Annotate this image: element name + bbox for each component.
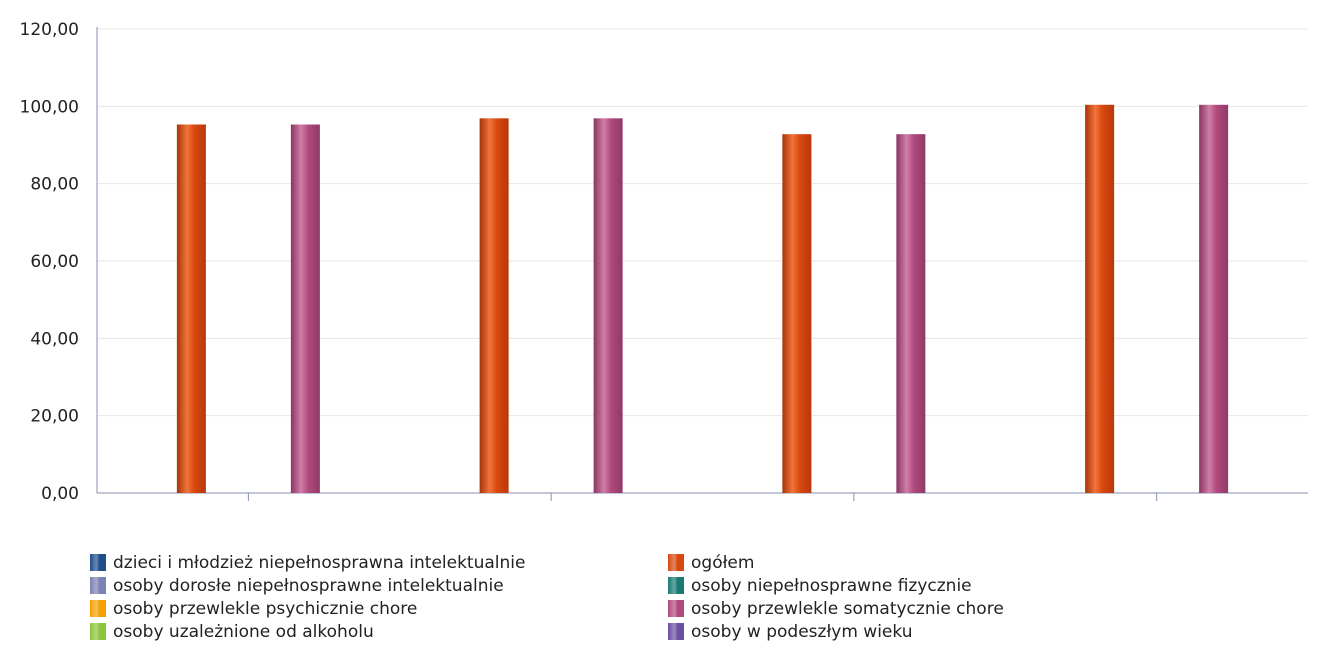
legend-item[interactable]: osoby w podeszłym wieku [668,620,1004,643]
bar-2022 [896,134,926,493]
legend-swatch [90,554,106,571]
bar-2023 [1085,104,1115,493]
bar-2020 [176,124,206,494]
axes [96,27,1308,501]
legend-item[interactable]: dzieci i młodzież niepełnosprawna intele… [90,551,525,574]
bars [176,104,1229,494]
legend-swatch [668,577,684,594]
bar-2021 [593,118,623,493]
y-tick-label: 80,00 [30,175,79,195]
grid-lines [97,28,1308,417]
legend-label: osoby przewlekle somatycznie chore [691,598,1004,619]
y-tick-label: 0,00 [41,484,79,504]
legend-label: osoby uzależnione od alkoholu [113,621,374,642]
legend-swatch [668,623,684,640]
legend-swatch [668,554,684,571]
legend-swatch [668,600,684,617]
legend-column-left: dzieci i młodzież niepełnosprawna intele… [90,551,525,643]
legend-label: osoby przewlekle psychicznie chore [113,598,418,619]
bar-2023 [1199,104,1229,493]
bar-2022 [782,134,812,493]
y-tick-label: 60,00 [30,252,79,272]
legend-item[interactable]: osoby niepełnosprawne fizycznie [668,574,1004,597]
legend-label: osoby w podeszłym wieku [691,621,913,642]
y-tick-label: 100,00 [20,97,79,117]
legend-swatch [90,577,106,594]
bar-2020 [290,124,320,494]
legend-item[interactable]: osoby przewlekle somatycznie chore [668,597,1004,620]
legend-label: osoby niepełnosprawne fizycznie [691,575,972,596]
legend-item[interactable]: osoby dorosłe niepełnosprawne intelektua… [90,574,525,597]
legend-swatch [90,623,106,640]
legend: dzieci i młodzież niepełnosprawna intele… [90,551,1270,647]
legend-label: osoby dorosłe niepełnosprawne intelektua… [113,575,504,596]
bar-2021 [479,118,509,493]
bar-chart: 0,0020,0040,0060,0080,00100,00120,002020… [20,20,1308,504]
tick-labels: 0,0020,0040,0060,0080,00100,00120,002020… [20,20,79,504]
legend-item[interactable]: ogółem [668,551,1004,574]
legend-item[interactable]: osoby przewlekle psychicznie chore [90,597,525,620]
legend-label: ogółem [691,552,755,573]
legend-column-right: ogółem osoby niepełnosprawne fizycznie oso… [668,551,1004,643]
legend-swatch [90,600,106,617]
y-tick-label: 120,00 [20,20,79,40]
legend-label: dzieci i młodzież niepełnosprawna intele… [113,552,526,573]
legend-item[interactable]: osoby uzależnione od alkoholu [90,620,525,643]
y-tick-label: 20,00 [30,407,79,427]
y-tick-label: 40,00 [30,329,79,349]
